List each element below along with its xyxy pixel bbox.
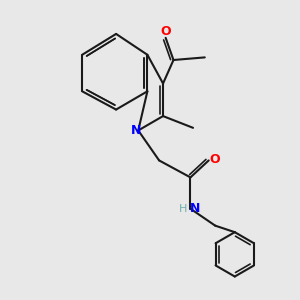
Text: H: H	[179, 204, 187, 214]
Text: O: O	[160, 25, 171, 38]
Text: N: N	[190, 202, 200, 215]
Text: N: N	[131, 124, 141, 137]
Text: O: O	[209, 153, 220, 166]
